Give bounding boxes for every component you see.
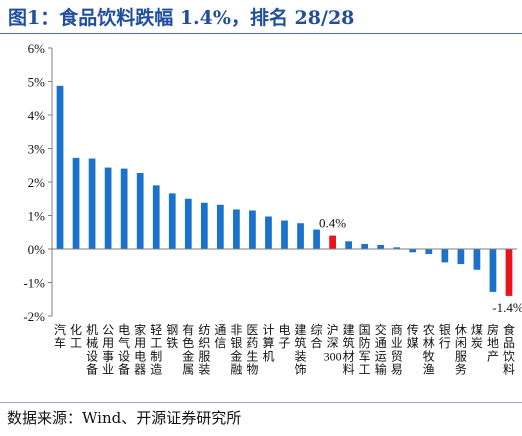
- bar: [120, 168, 128, 249]
- x-tick-label: 电气设备: [118, 323, 130, 377]
- data-label: 0.4%: [319, 216, 346, 231]
- bar: [200, 202, 208, 249]
- title-bar: 图1：食品饮料跌幅 1.4%，排名 28/28: [0, 0, 522, 34]
- source-note: 数据来源：Wind、开源证券研究所: [7, 409, 242, 427]
- x-tick-label: 电子: [278, 323, 290, 350]
- x-tick-label: 轻工制造: [150, 323, 162, 377]
- x-tick-label: 煤炭: [471, 323, 483, 350]
- bar: [393, 247, 401, 249]
- bar: [297, 223, 304, 249]
- x-tick-label: 钢铁: [166, 323, 178, 350]
- bar: [377, 244, 385, 249]
- bar: [313, 229, 320, 249]
- bar: [281, 220, 288, 249]
- bar: [441, 249, 449, 263]
- bar: [265, 216, 272, 249]
- x-tick-label: 商业贸易: [391, 322, 403, 377]
- x-tick-label: 食品饮料: [503, 322, 515, 377]
- bar: [505, 249, 513, 296]
- x-tick-label: 通信: [214, 323, 226, 350]
- bar: [56, 85, 64, 249]
- bar: [152, 185, 160, 249]
- bar: [216, 204, 224, 249]
- x-tick-label: 非银金融: [230, 323, 242, 377]
- x-tick-label: 计算机: [262, 323, 274, 363]
- bar: [88, 158, 96, 249]
- x-tick-label: 国防军工: [359, 323, 371, 377]
- bar: [409, 249, 417, 253]
- x-tick-label: 化工: [70, 323, 82, 350]
- x-tick-label: 汽车: [54, 322, 66, 350]
- x-tick-label: 农林牧渔: [423, 323, 435, 377]
- y-tick-label: 0%: [28, 242, 46, 257]
- x-tick-label: 传媒: [407, 322, 419, 350]
- source-divider: [0, 402, 522, 403]
- data-label: -1.4%: [492, 300, 522, 315]
- x-tick-label: 家用电器: [134, 322, 146, 377]
- x-tick-label: 建筑材料: [343, 323, 355, 377]
- bar: [104, 167, 112, 249]
- y-tick-label: 6%: [28, 41, 46, 56]
- bar: [249, 210, 256, 249]
- chart-area: -2% -1% 0% 1% 2% 3% 4% 5% 6% 汽车 化工 机械设备 公用事业 电气设备 家用电器…: [0, 36, 522, 398]
- title-divider: [0, 33, 522, 34]
- bar: [184, 198, 192, 249]
- bar: [136, 172, 144, 249]
- x-tick-label: 机械设备: [86, 323, 98, 377]
- x-tick-label: 公用事业: [102, 323, 114, 377]
- x-tick-label: 医药生物: [246, 323, 258, 377]
- bar: [361, 243, 369, 249]
- x-tick-label: 建筑装饰: [295, 323, 307, 377]
- x-tick-label: 纺织服装: [198, 323, 210, 377]
- chart-title: 图1：食品饮料跌幅 1.4%，排名 28/28: [8, 7, 355, 29]
- bar: [425, 249, 433, 255]
- x-tick-label: 有色金属: [182, 323, 194, 377]
- y-tick-label: 3%: [28, 142, 46, 157]
- bar: [329, 235, 336, 249]
- x-tick-label: 银行: [439, 323, 451, 350]
- x-tick-label: 休闲服务: [455, 323, 467, 377]
- y-tick-label: 1%: [28, 209, 46, 224]
- y-tick-label: 4%: [28, 108, 46, 123]
- bar: [457, 249, 465, 265]
- bar: [72, 157, 80, 249]
- bar: [489, 249, 497, 292]
- y-tick-label: -2%: [23, 309, 45, 324]
- bar-chart: -2% -1% 0% 1% 2% 3% 4% 5% 6% 汽车化工机械设备公用事业电气设备家用电器…: [23, 41, 522, 377]
- y-tick-label: 2%: [28, 175, 46, 190]
- y-tick-label: 5%: [28, 75, 46, 90]
- bar: [345, 241, 352, 249]
- x-tick-label: 沪深 300: [324, 323, 342, 363]
- y-tick-label: -1%: [23, 276, 45, 291]
- x-tick-label: 房地产: [487, 322, 499, 363]
- bar: [473, 249, 481, 270]
- bar: [233, 209, 240, 249]
- bar: [168, 193, 176, 249]
- x-tick-label: 综合: [311, 323, 323, 350]
- x-tick-label: 交通运输: [375, 322, 387, 377]
